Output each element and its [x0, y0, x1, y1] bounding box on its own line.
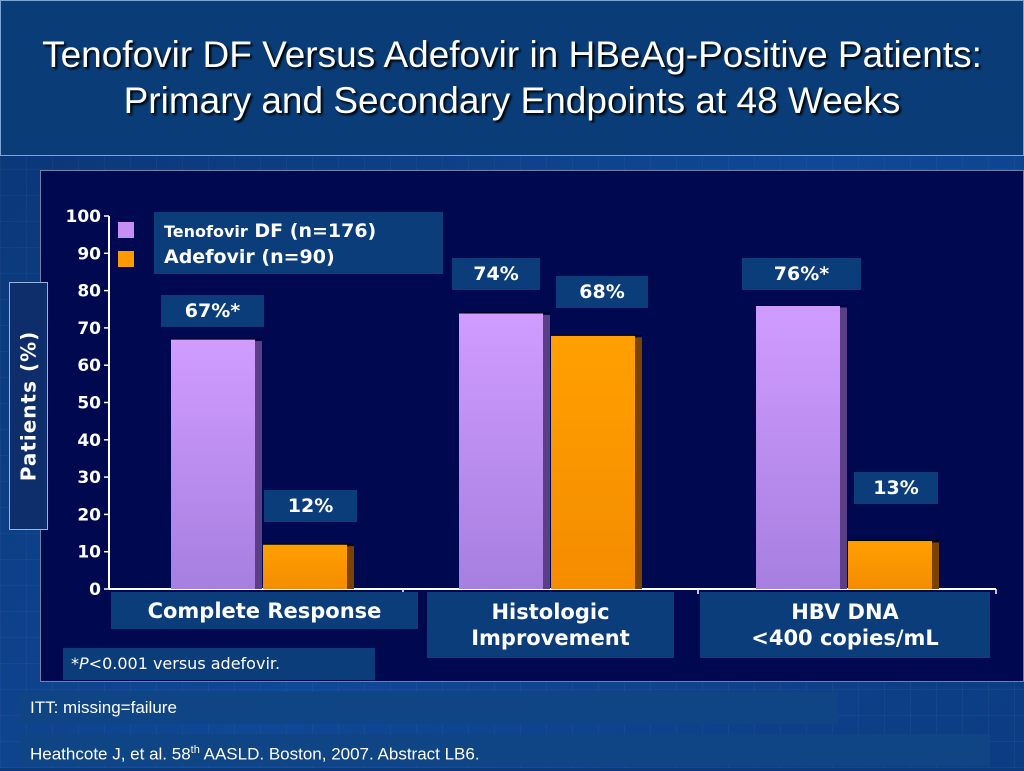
category-label: Complete Response: [111, 592, 418, 629]
category-label: Histologic Improvement: [427, 592, 674, 658]
category-label: HBV DNA <400 copies/mL: [700, 592, 990, 658]
legend-tenofovir-rest: DF (n=176): [247, 220, 377, 242]
y-tick-label: 40: [77, 431, 101, 451]
title-bar: Tenofovir DF Versus Adefovir in HBeAg-Po…: [0, 0, 1024, 156]
itt-note: ITT: missing=failure: [20, 692, 838, 724]
bar-adefovir: [848, 540, 932, 589]
reference-sup: th: [190, 744, 200, 756]
y-tick-label: 20: [77, 505, 101, 525]
bar-side: [840, 307, 847, 589]
legend: Tenofovir DF (n=176) Adefovir (n=90): [154, 212, 443, 274]
category-label-line: Complete Response: [147, 598, 382, 623]
legend-item-tenofovir: Tenofovir DF (n=176): [164, 220, 376, 242]
footnote-text: <0.001 versus adefovir.: [88, 654, 281, 673]
y-axis-label-box: Patients (%): [9, 282, 48, 530]
y-tick-label: 50: [77, 394, 101, 414]
y-tick-label: 100: [66, 207, 102, 227]
category-label-line: <400 copies/mL: [751, 626, 939, 650]
data-label: 67%*: [161, 295, 264, 327]
bar-side: [255, 341, 262, 589]
bar-side: [635, 337, 642, 589]
reference: Heathcote J, et al. 58th AASLD. Boston, …: [20, 734, 990, 766]
bar-adefovir: [551, 335, 635, 589]
footnote: *P<0.001 versus adefovir.: [63, 648, 375, 680]
data-label: 12%: [264, 490, 357, 522]
bar-tenofovir: [756, 305, 840, 589]
y-tick-label: 30: [77, 468, 101, 488]
y-tick-label: 60: [77, 356, 101, 376]
bar-side: [347, 546, 354, 589]
category-label-line: Histologic: [491, 600, 610, 624]
y-tick-label: 10: [77, 543, 101, 563]
data-label: 76%*: [742, 258, 861, 290]
footnote-star: *: [71, 654, 79, 673]
bar-tenofovir: [459, 312, 543, 589]
bar-adefovir: [263, 544, 347, 589]
category-label-line: HBV DNA: [791, 600, 899, 624]
y-tick-label: 80: [77, 282, 101, 302]
y-tick-label: 70: [77, 319, 101, 339]
data-label: 13%: [854, 472, 938, 504]
bar-side: [932, 542, 939, 589]
legend-swatch-adefovir: [118, 251, 134, 267]
y-axis-label: Patients (%): [16, 330, 41, 482]
data-label: 68%: [556, 276, 648, 308]
slide-title: Tenofovir DF Versus Adefovir in HBeAg-Po…: [42, 34, 982, 121]
category-label-line: Improvement: [471, 626, 630, 650]
y-tick-label: 90: [77, 244, 101, 264]
bar-side: [543, 314, 550, 589]
y-tick-label: 0: [89, 580, 101, 600]
legend-item-adefovir: Adefovir (n=90): [164, 246, 335, 268]
bar-tenofovir: [171, 339, 255, 589]
reference-pre: Heathcote J, et al. 58: [30, 744, 191, 764]
legend-swatch-tenofovir: [118, 222, 134, 238]
reference-post: AASLD. Boston, 2007. Abstract LB6.: [199, 744, 480, 764]
data-label: 74%: [452, 258, 540, 290]
legend-tenofovir-brand: Tenofovir: [164, 222, 248, 241]
footnote-p: P: [79, 654, 89, 673]
